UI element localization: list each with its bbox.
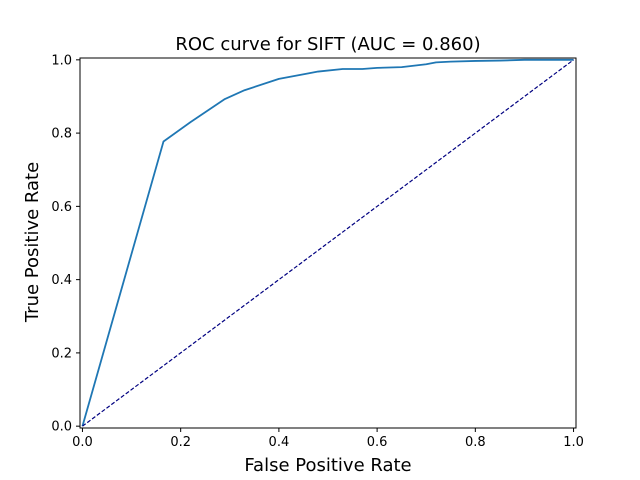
x-tick-label: 0.0 <box>72 435 93 450</box>
x-tick-label: 0.4 <box>269 435 290 450</box>
x-tick-label: 0.8 <box>465 435 486 450</box>
x-tick-label: 0.2 <box>170 435 191 450</box>
x-tick-label: 0.6 <box>367 435 388 450</box>
chart-title: ROC curve for SIFT (AUC = 0.860) <box>175 34 480 55</box>
x-tick-label: 1.0 <box>563 435 584 450</box>
roc-curve-line <box>81 58 574 427</box>
y-tick-label: 0.2 <box>51 346 72 361</box>
y-tick-label: 0.4 <box>51 273 72 288</box>
y-tick-label: 0.0 <box>51 420 72 435</box>
plot-area: 0.0 0.2 0.4 0.6 0.8 1.0 0.0 0.2 0.4 0.6 0.8 1.0 <box>51 53 584 450</box>
x-axis-title: False Positive Rate <box>244 455 411 476</box>
y-tick-label: 0.8 <box>51 127 72 142</box>
chance-diagonal-line <box>82 59 574 427</box>
axes-frame <box>79 57 577 429</box>
y-axis-title: True Positive Rate <box>22 162 43 323</box>
y-tick-label: 1.0 <box>51 53 72 68</box>
y-tick-label: 0.6 <box>51 200 72 215</box>
